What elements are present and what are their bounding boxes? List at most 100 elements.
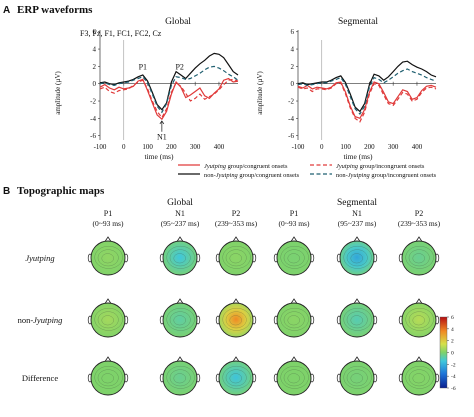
head-nose [104, 356, 112, 362]
contour-line [280, 246, 309, 269]
colorbar-tick-label: 6 [451, 315, 454, 321]
series-line-jyutping-group-incongruent-onsets [99, 78, 239, 119]
x-tick-label: -100 [292, 143, 305, 151]
colorbar: 6 4 2 0 -2 -4 -6 [439, 315, 456, 392]
contour-line [346, 311, 368, 329]
legend-entry-non-jyutping-group-congruent-onsets: non-Jyutping group/congruent onsets [204, 172, 300, 179]
y-tick-label: -6 [90, 132, 96, 140]
series-lines-global [99, 52, 239, 121]
series-line-non-jyutping-group-incongruent-onsets [297, 68, 437, 115]
y-axis-label-global: amplitude (µV) [54, 71, 62, 115]
topo-window-range: (239~353 ms) [398, 219, 441, 228]
topo-row-labels: Jyutping non-Jyutping Difference [18, 253, 63, 383]
head-nose [415, 236, 423, 242]
x-tick-label: 300 [190, 143, 201, 151]
contour-line [350, 373, 363, 384]
topo-map-segmental-non-jyutping-p2 [398, 298, 440, 338]
contour-line [408, 311, 430, 329]
section-a-letter: A [3, 5, 10, 16]
head-nose [176, 356, 184, 362]
y-tick-label: 2 [93, 63, 97, 71]
head-nose [104, 236, 112, 242]
y-tick-label: -6 [288, 132, 294, 140]
topo-map-global-non-jyutping-p2 [215, 298, 257, 338]
head-nose [232, 356, 240, 362]
contour-line [166, 308, 195, 331]
y-tick-label: -2 [288, 98, 294, 106]
contour-line [222, 366, 251, 389]
topo-map-global-difference-p2 [215, 356, 257, 396]
contour-line [405, 366, 434, 389]
contour-line [97, 311, 119, 329]
contour-line [225, 311, 247, 329]
contour-line [346, 249, 368, 267]
contour-line [283, 369, 305, 387]
x-axis-label-segmental: time (ms) [344, 152, 373, 161]
contour-line [94, 246, 123, 269]
contour-line [343, 246, 372, 269]
y-tick-label: -4 [288, 115, 294, 123]
panel-title-global: Global [165, 17, 191, 27]
topo-group-title-segmental: Segmental [337, 198, 377, 208]
topo-map-segmental-difference-p2 [398, 356, 440, 396]
x-tick-label: 400 [214, 143, 225, 151]
contour-line [405, 308, 434, 331]
series-line-jyutping-group-incongruent-onsets [297, 82, 437, 123]
topo-group-title-global: Global [167, 198, 193, 208]
contour-line [350, 253, 363, 264]
topo-window-name: P1 [104, 209, 112, 218]
contour-line [225, 249, 247, 267]
contour-line [350, 315, 363, 326]
topo-map-global-non-jyutping-p1 [87, 298, 129, 338]
erp-panel-global: Global F3, Fz, F1, FC1, FC2, Cz 6 4 2 0 -2 -4… [54, 17, 239, 161]
section-b-title: Topographic maps [17, 185, 105, 197]
series-lines-segmental [297, 60, 437, 123]
series-line-non-jyutping-group-incongruent-onsets [99, 65, 239, 114]
contour-line [169, 249, 191, 267]
x-tick-label: 200 [364, 143, 375, 151]
x-tick-label: 300 [388, 143, 399, 151]
contour-line [408, 369, 430, 387]
topo-map-global-difference-p1 [87, 356, 129, 396]
series-line-jyutping-group-congruent-onsets [99, 77, 239, 121]
topo-window-name: P1 [290, 209, 298, 218]
legend-entry-jyutping-group-congruent-onsets: Jyutping group/congruent onsets [204, 163, 288, 170]
topo-window-name: N1 [352, 209, 362, 218]
topo-window-headers: P1(0~93 ms)N1(95~237 ms)P2(239~353 ms)P1… [93, 209, 441, 228]
x-axis-label-global: time (ms) [145, 152, 174, 161]
topo-map-global-jyutping-p2 [215, 236, 257, 276]
topo-map-global-difference-n1 [159, 356, 201, 396]
colorbar-tick-label: 4 [451, 327, 454, 333]
head-nose [104, 298, 112, 304]
contour-line [229, 315, 242, 326]
series-line-non-jyutping-group-congruent-onsets [297, 60, 437, 113]
contour-line [405, 246, 434, 269]
head-nose [353, 298, 361, 304]
head-nose [290, 356, 298, 362]
topo-row-label-non-jyutping: non-Jyutping [18, 315, 63, 325]
contour-line [173, 253, 186, 264]
y-tick-label: 2 [291, 63, 295, 71]
contour-line [97, 369, 119, 387]
x-tick-label: -100 [94, 143, 107, 151]
head-nose [290, 236, 298, 242]
peak-label-p1: P1 [139, 63, 147, 72]
y-tick-label: 0 [93, 80, 97, 88]
topo-window-range: (0~93 ms) [93, 219, 124, 228]
colorbar-ticks: 6 4 2 0 -2 -4 -6 [447, 315, 456, 392]
colorbar-gradient [439, 316, 448, 389]
contour-line [101, 373, 114, 384]
topo-map-segmental-non-jyutping-p1 [273, 298, 315, 338]
peak-arrow-head [159, 120, 165, 125]
contour-line [280, 308, 309, 331]
section-b-letter: B [3, 186, 10, 197]
topo-map-segmental-jyutping-p2 [398, 236, 440, 276]
y-axis-label-segmental: amplitude (µV) [256, 71, 264, 115]
peak-labels-global: P1 P2 N1 [139, 63, 184, 142]
contour-line [229, 253, 242, 264]
contour-line [412, 373, 425, 384]
legend-entry-non-jyutping-group-incongruent-onsets: non-Jyutping group/incongruent onsets [336, 172, 437, 179]
topo-window-name: P2 [415, 209, 423, 218]
waveform-legend: Jyutping group/congruent onsets Jyutping … [178, 163, 437, 179]
